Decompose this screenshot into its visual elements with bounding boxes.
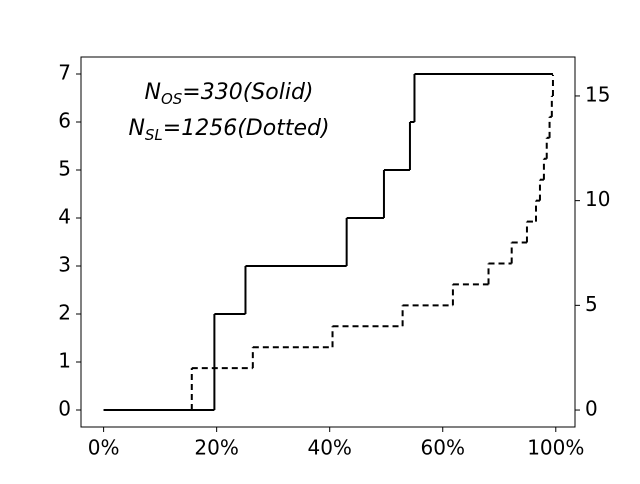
y2-tick-label: 5 [585, 292, 598, 316]
annotation-base: N [144, 80, 160, 105]
annotation-sub: OS [161, 90, 183, 108]
y-tick-label: 6 [58, 108, 71, 132]
x-tick-label: 100% [527, 436, 584, 460]
x-tick-label: 20% [194, 436, 238, 460]
x-tick-label: 60% [421, 436, 465, 460]
annotation-sub: SL [145, 126, 163, 144]
y-tick-label: 4 [58, 204, 71, 228]
annotation: NSL=1256(Dotted) [128, 116, 329, 144]
x-tick-label: 0% [88, 436, 120, 460]
y2-tick-label: 0 [585, 397, 598, 421]
y-tick-label: 3 [58, 253, 71, 277]
y2-tick-label: 10 [585, 187, 610, 211]
annotation-base: N [128, 116, 144, 141]
y-tick-label: 2 [58, 301, 71, 325]
annotation: NOS=330(Solid) [144, 80, 313, 108]
plot-frame [80, 56, 576, 428]
y-tick-label: 1 [58, 349, 71, 373]
y-tick-label: 0 [58, 397, 71, 421]
annotation-rest: =1256(Dotted) [163, 116, 330, 141]
annotation-rest: =330(Solid) [182, 80, 313, 105]
y2-tick-label: 15 [585, 82, 610, 106]
x-tick-label: 40% [307, 436, 351, 460]
y-tick-label: 7 [58, 60, 71, 84]
y-tick-label: 5 [58, 156, 71, 180]
